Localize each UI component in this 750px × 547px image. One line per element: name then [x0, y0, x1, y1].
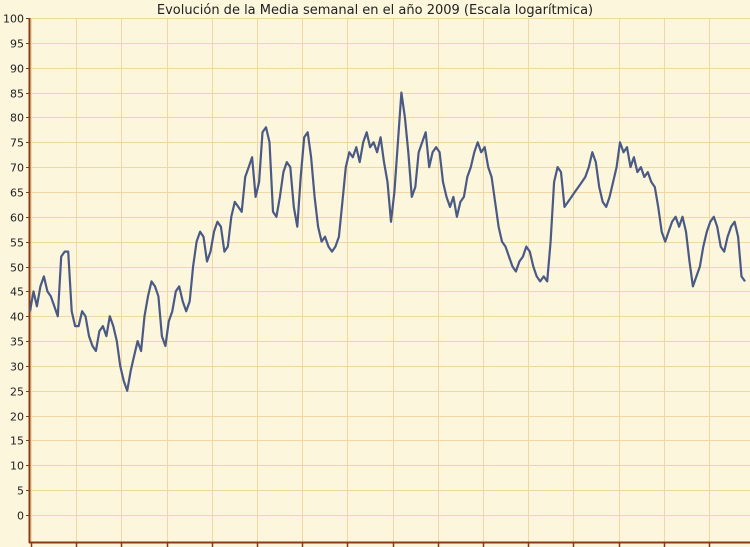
y-tick-label: 30 [10, 361, 24, 374]
y-axis-tick-labels: 0 5 10 15 20 25 30 35 40 45 50 55 60 65 70 75 80 85 90 95 10… [3, 13, 30, 523]
y-tick-label: 15 [10, 435, 24, 448]
y-tick-label: 75 [10, 137, 24, 150]
y-tick-label: 45 [10, 286, 24, 299]
y-tick-label: 70 [10, 162, 24, 175]
y-tick-label: 55 [10, 237, 24, 250]
y-tick-label: 80 [10, 112, 24, 125]
y-tick-label: 10 [10, 460, 24, 473]
y-tick-label: 85 [10, 88, 24, 101]
y-tick-label: 95 [10, 38, 24, 51]
y-tick-label: 35 [10, 336, 24, 349]
y-tick-label: 40 [10, 311, 24, 324]
y-tick-label: 50 [10, 262, 24, 275]
y-tick-label: 100 [3, 13, 24, 26]
y-tick-label: 0 [17, 510, 24, 523]
y-tick-label: 5 [17, 485, 24, 498]
y-tick-label: 60 [10, 212, 24, 225]
y-tick-label: 25 [10, 386, 24, 399]
y-tick-label: 65 [10, 187, 24, 200]
y-tick-label: 90 [10, 63, 24, 76]
y-tick-label: 20 [10, 411, 24, 424]
series-line [28, 91, 746, 392]
chart-title: Evolución de la Media semanal en el año … [157, 3, 593, 18]
